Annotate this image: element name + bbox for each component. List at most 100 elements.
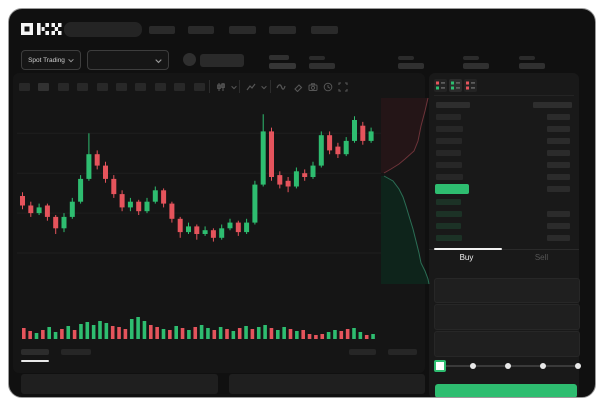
stat-value — [519, 63, 545, 69]
order-book-ask-row[interactable] — [436, 174, 463, 180]
slider-stop[interactable] — [540, 363, 546, 369]
stat-value — [398, 63, 424, 69]
okx-logo-icon — [21, 23, 62, 35]
interval-button[interactable] — [96, 83, 108, 91]
nav-item[interactable] — [188, 26, 214, 34]
divider — [239, 80, 240, 93]
order-book-ask-amount — [547, 162, 570, 168]
divider — [270, 80, 271, 93]
interval-button[interactable] — [38, 83, 50, 91]
order-book-ask-row[interactable] — [436, 114, 461, 120]
volume-chart — [22, 317, 375, 339]
indicators-icon[interactable] — [245, 81, 257, 93]
stat-label — [398, 56, 414, 60]
footer-panel-right — [229, 374, 425, 394]
order-book-amount — [547, 186, 570, 192]
order-book-panel: Buy Sell — [429, 73, 581, 397]
order-book-ask-row[interactable] — [436, 138, 462, 144]
book-combined-icon[interactable] — [434, 79, 447, 92]
order-book-header — [533, 102, 572, 108]
order-book-bid-row[interactable] — [436, 223, 461, 229]
tab-sell[interactable]: Sell — [534, 253, 549, 262]
pair-selector[interactable] — [87, 50, 169, 70]
market-type-label: Spot Trading — [28, 56, 65, 64]
footer-panel-left — [21, 374, 218, 394]
order-book-bid-row[interactable] — [436, 211, 462, 217]
stat-label — [463, 56, 479, 60]
active-tab-underline — [21, 360, 49, 362]
stat-value — [463, 63, 489, 69]
order-book-ask-amount — [547, 138, 570, 144]
order-book-header — [436, 102, 470, 108]
order-book-ask-amount — [547, 114, 570, 120]
slider-handle[interactable] — [434, 360, 446, 372]
book-asks-icon[interactable] — [464, 79, 477, 92]
camera-icon[interactable] — [307, 81, 319, 93]
order-book-bid-row[interactable] — [436, 235, 462, 241]
order-book-bid-amount — [547, 223, 570, 229]
interval-button[interactable] — [77, 83, 89, 91]
order-book-ask-amount — [547, 174, 570, 180]
order-book-ask-row[interactable] — [436, 162, 462, 168]
divider — [434, 95, 574, 96]
order-book-bid-row[interactable] — [436, 199, 461, 205]
interval-button[interactable] — [116, 83, 127, 91]
order-book-ask-amount — [547, 150, 570, 156]
nav-item[interactable] — [229, 26, 256, 34]
order-book-ask-amount — [547, 126, 570, 132]
order-book-bid-amount — [547, 235, 570, 241]
total-input[interactable] — [434, 331, 580, 357]
chevron-down-icon — [68, 58, 74, 62]
slider-stop[interactable] — [470, 363, 476, 369]
interval-button[interactable] — [135, 83, 147, 91]
avatar[interactable] — [183, 53, 196, 66]
okx-logo[interactable] — [21, 22, 63, 36]
nav-item[interactable] — [311, 26, 338, 34]
stat-label — [309, 56, 325, 60]
chevron-down-icon[interactable] — [228, 81, 240, 93]
ticker-price — [269, 55, 289, 60]
line-style-icon[interactable] — [275, 81, 287, 93]
market-type-selector[interactable]: Spot Trading — [21, 50, 81, 70]
search-input[interactable] — [64, 22, 142, 37]
amount-input[interactable] — [434, 304, 580, 330]
eraser-icon[interactable] — [292, 81, 304, 93]
chart-tab[interactable] — [61, 349, 91, 355]
order-book-bid-amount — [547, 211, 570, 217]
account-button[interactable] — [200, 54, 244, 67]
history-icon[interactable] — [322, 81, 334, 93]
candlestick-chart[interactable] — [17, 101, 381, 293]
nav-item[interactable] — [149, 26, 175, 34]
interval-button[interactable] — [174, 83, 186, 91]
buy-submit-button[interactable] — [435, 384, 577, 397]
last-price-badge[interactable] — [435, 184, 469, 194]
interval-icon[interactable] — [215, 81, 227, 93]
fullscreen-icon[interactable] — [337, 81, 349, 93]
stat-value — [309, 63, 335, 69]
interval-button[interactable] — [193, 83, 205, 91]
chart-option[interactable] — [349, 349, 376, 355]
chart-tab-active[interactable] — [21, 349, 49, 355]
chevron-down-icon[interactable] — [258, 81, 270, 93]
active-tab-indicator — [434, 248, 502, 250]
price-input[interactable] — [434, 278, 580, 303]
slider-stop[interactable] — [575, 363, 581, 369]
depth-chart — [381, 97, 430, 285]
order-book-ask-row[interactable] — [436, 126, 463, 132]
slider-stop[interactable] — [505, 363, 511, 369]
order-book-ask-row[interactable] — [436, 150, 461, 156]
tab-buy[interactable]: Buy — [459, 253, 474, 262]
divider — [429, 249, 579, 250]
app-window: Buy Sell — [8, 8, 596, 398]
ticker-change — [269, 63, 296, 69]
chevron-down-icon — [155, 59, 162, 64]
interval-button[interactable] — [19, 83, 30, 91]
nav-item[interactable] — [269, 26, 296, 34]
interval-button[interactable] — [57, 83, 69, 91]
interval-button[interactable] — [154, 83, 166, 91]
chart-option[interactable] — [388, 349, 417, 355]
divider — [209, 80, 210, 93]
stat-label — [519, 56, 535, 60]
book-bids-icon[interactable] — [449, 79, 462, 92]
